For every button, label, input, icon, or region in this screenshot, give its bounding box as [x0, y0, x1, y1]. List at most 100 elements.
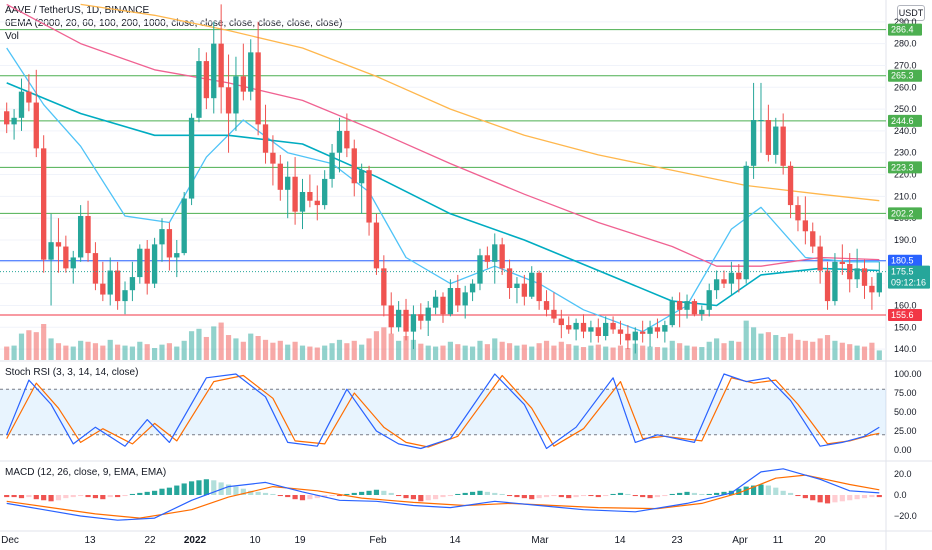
candle-body	[551, 309, 557, 319]
macd-histogram-bar	[684, 491, 690, 495]
macd-histogram-bar	[632, 495, 638, 497]
macd-histogram-bar	[18, 495, 25, 499]
macd-histogram-bar	[499, 493, 505, 495]
currency-label[interactable]: USDT	[897, 5, 925, 21]
volume-bar	[455, 344, 461, 360]
macd-histogram-bar	[174, 485, 180, 495]
volume-bar	[18, 333, 25, 360]
macd-line	[6, 468, 880, 521]
volume-bar	[714, 338, 720, 360]
level-price-tag-label: 244.6	[891, 116, 914, 126]
candle-body	[595, 327, 601, 336]
macd-histogram-bar	[188, 481, 195, 495]
volume-legend[interactable]: Vol	[5, 31, 19, 42]
volume-bar	[26, 330, 32, 360]
stoch-tick-label: 25.00	[894, 426, 917, 436]
candle-body	[366, 170, 372, 223]
macd-histogram-bar	[758, 484, 764, 495]
macd-histogram-bar	[137, 492, 143, 495]
volume-bar	[595, 344, 601, 360]
price-tick-label: 240.0	[894, 126, 917, 136]
volume-bar	[196, 328, 202, 360]
macd-histogram-bar	[425, 495, 431, 501]
candle-body	[255, 52, 261, 125]
date-tick-label: 19	[294, 535, 306, 546]
candle-body	[603, 322, 609, 336]
macd-histogram-bar	[654, 495, 661, 498]
volume-bar	[359, 344, 365, 360]
macd-histogram-bar	[691, 492, 698, 495]
candle-body	[100, 283, 106, 295]
volume-bar	[536, 343, 542, 360]
volume-bar	[55, 343, 62, 360]
candle-body	[144, 248, 150, 284]
volume-bar	[551, 345, 557, 360]
volume-bar	[876, 350, 882, 360]
volume-bar	[699, 347, 705, 360]
candle-body	[292, 176, 298, 212]
macd-histogram-bar	[322, 495, 328, 498]
volume-bar	[92, 343, 99, 360]
date-tick-label: 22	[144, 535, 156, 546]
candle-body	[625, 333, 631, 341]
candle-body	[477, 255, 483, 284]
level-price-tag-label: 180.5	[891, 256, 914, 266]
volume-bar	[70, 346, 76, 360]
candle-body	[787, 165, 794, 206]
candle-body	[839, 261, 845, 264]
candle-body	[395, 309, 402, 328]
macd-histogram-bar	[277, 495, 283, 497]
candle-body	[203, 61, 210, 99]
macd-histogram-bar	[765, 485, 771, 495]
current-price-label: 175.5	[891, 267, 914, 277]
macd-histogram-bar	[625, 493, 631, 495]
macd-histogram-bar	[795, 495, 801, 497]
macd-histogram-bar	[787, 492, 794, 495]
macd-histogram-bar	[388, 492, 394, 495]
volume-bar	[543, 340, 550, 360]
price-tick-label: 220.0	[894, 170, 917, 180]
candle-body	[329, 152, 335, 179]
volume-bar	[336, 339, 343, 360]
macd-legend[interactable]: MACD (12, 26, close, 9, EMA, EMA)	[5, 467, 167, 478]
candle-body	[765, 120, 772, 155]
volume-bar	[225, 335, 232, 360]
date-tick-label: 13	[84, 535, 96, 546]
level-price-tag	[888, 23, 922, 36]
volume-bar	[166, 343, 172, 360]
macd-histogram-bar	[817, 495, 823, 503]
candle-body	[410, 314, 417, 332]
volume-bar	[588, 345, 594, 360]
candle-body	[336, 130, 343, 153]
volume-bar	[33, 332, 39, 360]
candle-body	[299, 192, 306, 212]
candle-body	[11, 117, 17, 125]
volume-bar	[854, 345, 860, 360]
volume-bar	[706, 341, 712, 360]
price-tick-label: 150.0	[894, 322, 917, 332]
candle-body	[536, 272, 542, 302]
macd-histogram-bar	[26, 495, 32, 498]
candle-body	[854, 268, 860, 280]
candle-body	[196, 61, 202, 118]
macd-histogram-bar	[832, 495, 838, 503]
volume-bar	[529, 346, 535, 360]
volume-bar	[277, 340, 283, 360]
volume-bar	[484, 344, 490, 360]
stoch-rsi-legend[interactable]: Stoch RSI (3, 3, 14, 14, close)	[5, 367, 139, 378]
volume-bar	[255, 336, 261, 360]
candle-body	[580, 322, 587, 332]
chart-symbol-title[interactable]: AAVE / TetherUS, 1D, BINANCE	[5, 5, 150, 16]
candle-body	[55, 242, 62, 247]
volume-bar	[388, 333, 394, 360]
candle-body	[543, 301, 550, 310]
date-tick-label: Mar	[531, 535, 549, 546]
macd-histogram-bar	[529, 495, 535, 500]
level-price-tag	[888, 309, 922, 322]
candle-body	[285, 176, 291, 190]
ema-indicator-legend[interactable]: 6EMA (2000, 20, 60, 100, 200, 1000, clos…	[5, 18, 343, 29]
level-price-tag-label: 265.3	[891, 71, 914, 81]
volume-bar	[617, 345, 624, 360]
macd-histogram-bar	[233, 486, 239, 495]
